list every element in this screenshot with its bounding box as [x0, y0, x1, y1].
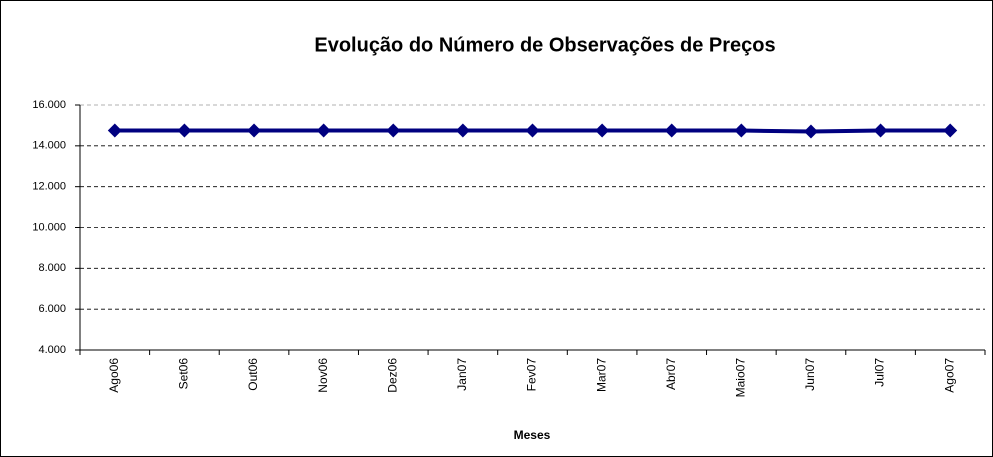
marker: [803, 124, 818, 139]
chart-title: Evolução do Número de Observações de Pre…: [314, 34, 775, 56]
marker: [107, 123, 122, 138]
marker: [386, 123, 401, 138]
marker: [247, 123, 262, 138]
y-tick-label: 12.000: [32, 181, 66, 193]
x-tick-label: Dez06: [385, 358, 399, 393]
x-tick-label: Ago07: [942, 358, 956, 393]
x-tick-label: Maio07: [734, 358, 748, 398]
y-tick-label: 14.000: [32, 140, 66, 152]
marker: [734, 123, 749, 138]
x-tick-label: Jul07: [873, 358, 887, 387]
y-tick-label: 16.000: [32, 99, 66, 111]
x-tick-label: Out06: [246, 358, 260, 391]
y-tick-label: 10.000: [32, 221, 66, 233]
marker: [177, 123, 192, 138]
x-tick-label: Jan07: [455, 358, 469, 391]
marker: [595, 123, 610, 138]
x-tick-label: Mar07: [594, 358, 608, 392]
x-tick-label: Jun07: [803, 358, 817, 391]
x-tick-label: Ago06: [107, 358, 121, 393]
x-tick-label: Nov06: [316, 358, 330, 393]
y-tick-label: 6.000: [38, 303, 66, 315]
marker: [525, 123, 540, 138]
marker: [873, 123, 888, 138]
x-axis-title: Meses: [514, 428, 551, 442]
marker: [664, 123, 679, 138]
marker: [455, 123, 470, 138]
y-tick-label: 4.000: [38, 344, 66, 356]
x-tick-label: Abr07: [664, 358, 678, 390]
y-tick-label: 8.000: [38, 262, 66, 274]
x-tick-label: Fev07: [525, 358, 539, 392]
marker: [943, 123, 958, 138]
marker: [316, 123, 331, 138]
x-tick-label: Set06: [177, 358, 191, 390]
